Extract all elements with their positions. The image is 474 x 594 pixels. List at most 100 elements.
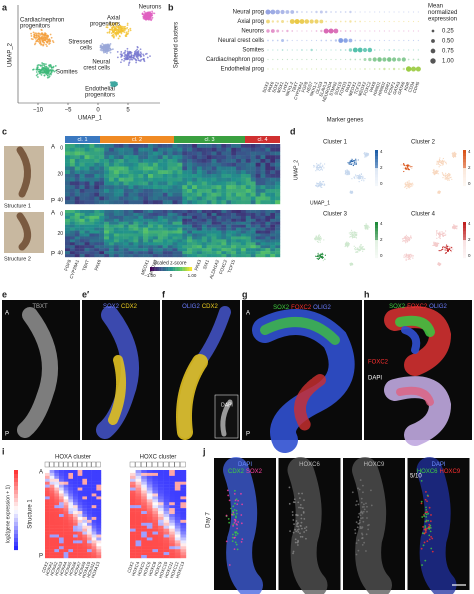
umap-point: [44, 36, 47, 39]
dot: [334, 39, 338, 42]
dot: [340, 58, 342, 61]
heatmap-cell: [79, 230, 85, 234]
tissue: [287, 457, 328, 594]
heatmap-cell: [133, 230, 139, 234]
umap-point: [150, 12, 152, 15]
heatmap-cell: [130, 555, 136, 559]
axis-end: A: [51, 211, 55, 217]
gene-box: [77, 461, 82, 468]
colorbar-tick: 2: [468, 165, 471, 170]
heatmap-cell: [118, 192, 124, 197]
heatmap-cell: [59, 519, 64, 523]
heatmap-cell: [169, 516, 175, 521]
heatmap-cell: [84, 210, 90, 214]
cluster-bar: [65, 136, 100, 143]
heatmap-cell: [79, 185, 85, 190]
umap-point: [441, 249, 443, 251]
umap-point: [354, 249, 356, 251]
heatmap-cell: [196, 200, 203, 205]
heatmap-cell: [177, 174, 183, 178]
umap-point: [445, 247, 448, 249]
heatmap-cell: [63, 552, 69, 556]
heatmap-cell: [104, 239, 110, 243]
umap-point: [40, 69, 42, 72]
heatmap-cell: [231, 147, 237, 152]
dot: [398, 11, 400, 13]
heatmap-cell: [196, 227, 203, 231]
heatmap-cell: [240, 245, 246, 249]
heatmap-cell: [138, 185, 144, 190]
dot: [267, 58, 269, 61]
colorbar: [375, 159, 378, 163]
colorbar: [375, 177, 378, 181]
heatmap-cell: [118, 200, 124, 205]
heatmap-cell: [169, 490, 175, 494]
panel-letter: a: [2, 2, 8, 12]
cell: [289, 530, 291, 533]
heatmap-cell: [146, 490, 153, 494]
heatmap-cell: [96, 487, 102, 491]
cell: [300, 527, 303, 530]
heatmap-cell: [275, 248, 281, 252]
cell: [240, 522, 243, 525]
colorbar: [14, 538, 18, 543]
heatmap-cell: [45, 493, 50, 497]
heatmap-cell: [54, 522, 60, 526]
heatmap-cell: [211, 218, 217, 222]
cell: [301, 535, 304, 538]
heatmap-cell: [118, 162, 124, 167]
heatmap-cell: [146, 531, 153, 535]
heatmap-cell: [169, 534, 175, 538]
heatmap-cell: [143, 192, 149, 197]
heatmap-cell: [187, 242, 193, 246]
dot: [301, 49, 303, 51]
umap-point: [436, 244, 438, 247]
heatmap-cell: [69, 210, 75, 214]
heatmap-cell: [96, 514, 102, 518]
heatmap-cell: [169, 484, 175, 488]
heatmap-cell: [182, 218, 188, 222]
umap-point: [110, 32, 113, 35]
heatmap-cell: [79, 147, 85, 152]
heatmap-cell: [260, 147, 266, 152]
umap-point: [37, 32, 39, 35]
dot: [369, 30, 371, 32]
umap-point: [454, 156, 457, 158]
heatmap-cell: [54, 496, 60, 500]
umap-point: [352, 263, 354, 266]
umap-point: [102, 43, 105, 46]
heatmap-cell: [91, 552, 97, 556]
heatmap-cell: [187, 166, 193, 171]
umap-point: [130, 54, 133, 56]
heatmap-cell: [148, 144, 154, 148]
heatmap-cell: [45, 505, 50, 509]
heatmap-cell: [77, 499, 83, 503]
heatmap-cell: [221, 245, 227, 249]
heatmap-cell: [130, 528, 136, 532]
heatmap-cell: [108, 254, 115, 258]
heatmap-cell: [148, 227, 154, 231]
axis-label: UMAP_1: [78, 116, 103, 122]
umap-point: [345, 171, 347, 173]
heatmap-cell: [236, 221, 242, 225]
heatmap-cell: [152, 470, 159, 474]
heatmap-cell: [157, 224, 163, 228]
heatmap-cell: [77, 549, 83, 553]
heatmap-cell: [138, 177, 144, 182]
umap-point: [47, 35, 49, 38]
heatmap-cell: [270, 221, 276, 225]
heatmap-cell: [265, 212, 271, 217]
heatmap-cell: [89, 144, 95, 148]
dot: [339, 49, 342, 51]
heatmap-cell: [177, 233, 183, 237]
heatmap-cell: [162, 159, 168, 163]
heatmap-cell: [275, 181, 281, 186]
dot: [357, 47, 363, 53]
stain-label: OLIG2 CDX2: [182, 304, 218, 310]
heatmap-cell: [128, 200, 134, 205]
heatmap-cell: [177, 215, 183, 220]
heatmap-cell: [177, 147, 183, 152]
cell: [240, 514, 243, 516]
heatmap-cell: [221, 159, 227, 163]
umap-point: [437, 163, 439, 165]
